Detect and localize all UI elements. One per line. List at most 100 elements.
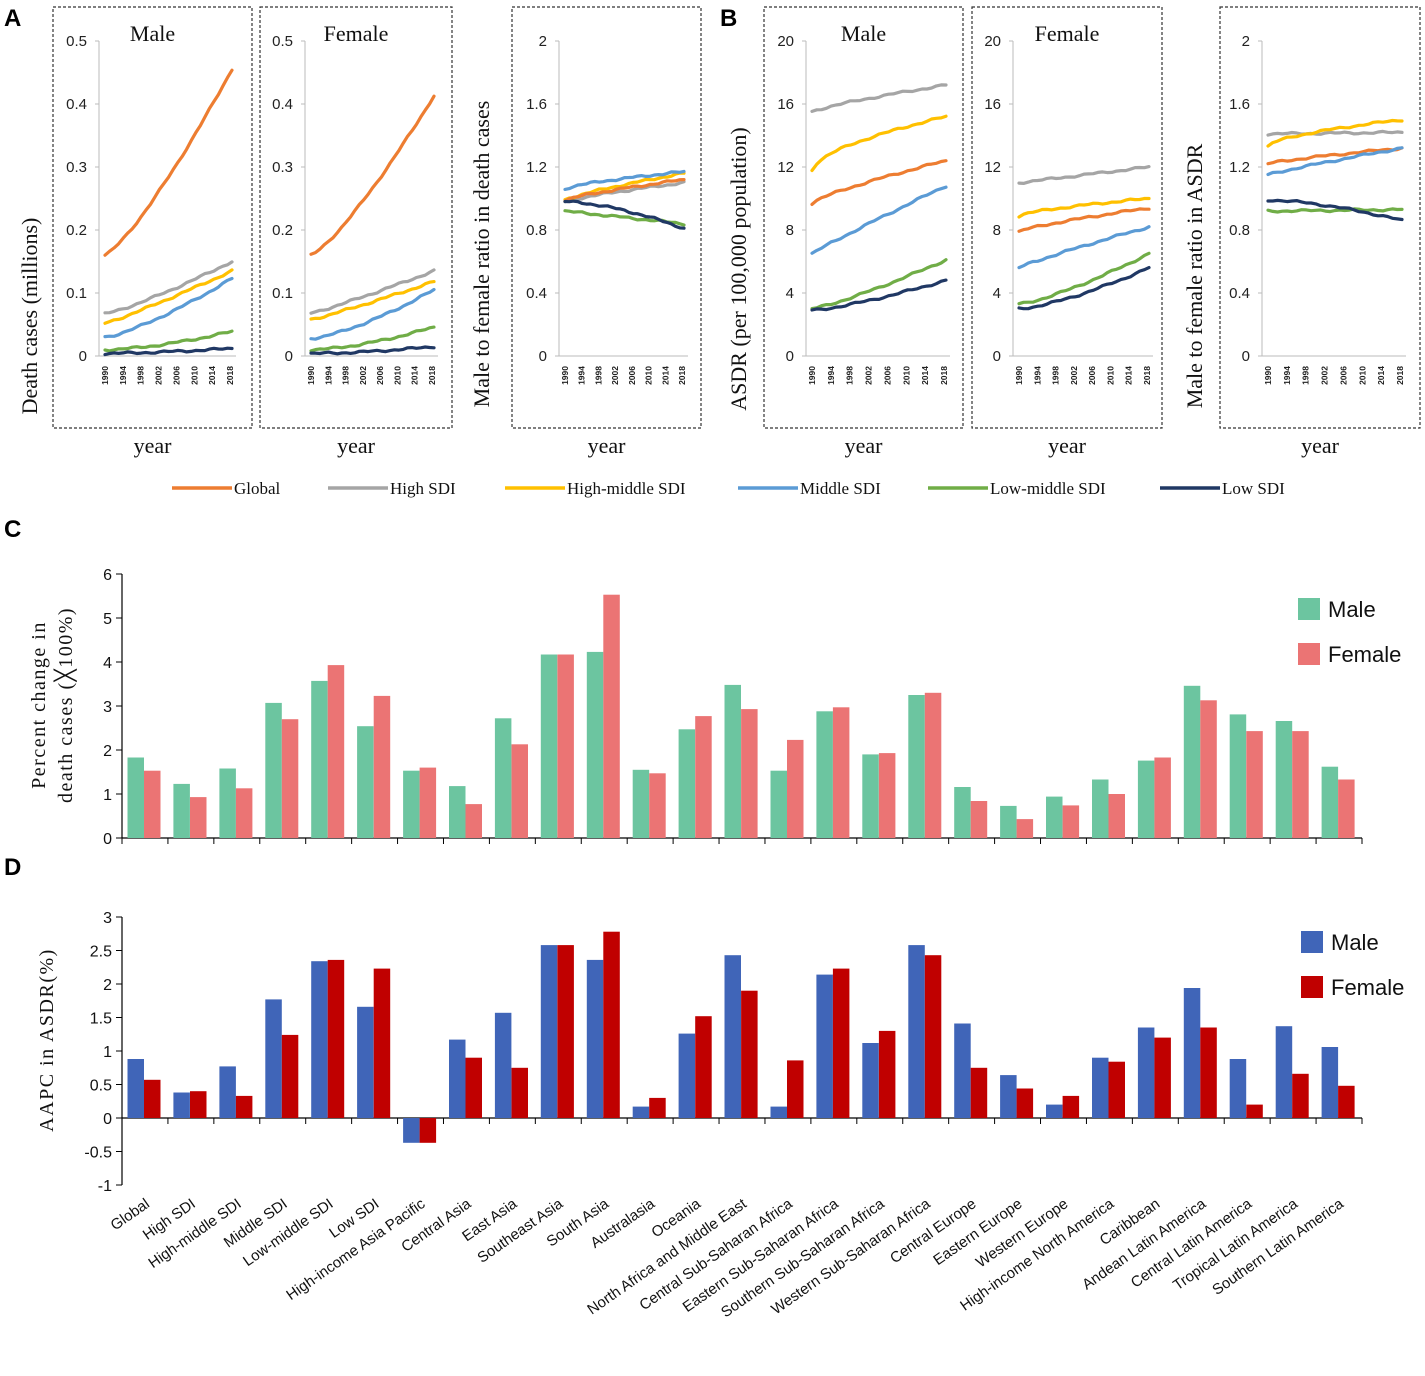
line-panel-B-female: 0 4 8 12 16 20 1990 1994 1998 2002 2006 2010 2014 201… — [971, 6, 1163, 458]
bar-female-high-income-asia-pacific — [419, 767, 437, 838]
panel-label-c: C — [4, 516, 21, 543]
legend-label: High SDI — [390, 479, 456, 498]
bar-male-eastern-europe — [1000, 1075, 1017, 1118]
bar-female-north-africa-and-middle-east — [741, 990, 758, 1118]
bar-female-low-sdi — [373, 968, 391, 1118]
series-line-middle-sdi — [1266, 146, 1404, 177]
series-line-global — [309, 94, 436, 256]
bar-male-east-asia — [494, 718, 512, 838]
bar-male-global — [127, 757, 144, 838]
bar-female-central-latin-america — [1246, 731, 1263, 838]
bar-female-global — [144, 1079, 161, 1118]
bar-female-central-asia — [465, 1057, 482, 1118]
legend-label: Male — [1328, 597, 1376, 622]
bar-male-eastern-europe — [1000, 805, 1017, 838]
series-line-high-sdi — [810, 83, 948, 114]
series-line-middle-sdi — [563, 169, 686, 191]
x-tick-label: 2018 — [1395, 366, 1405, 385]
x-tick-label: 1998 — [845, 366, 855, 385]
x-tick-label: 1990 — [807, 366, 817, 385]
bar-male-southern-sub-saharan-africa — [862, 1043, 879, 1118]
x-tick-label: 2018 — [677, 366, 687, 385]
x-tick-label: 2002 — [1069, 366, 1079, 385]
bar-chart-d: -1-0.500.511.522.53MaleFemaleGlobalHigh … — [84, 910, 1404, 1321]
x-tick-label: 1990 — [1014, 366, 1024, 385]
bar-female-andean-latin-america — [1200, 700, 1217, 838]
legend-label: Low-middle SDI — [990, 479, 1106, 498]
x-tick-label: 2018 — [225, 366, 235, 385]
series-line-low-sdi — [1017, 266, 1151, 311]
bar-male-central-sub-saharan-africa — [770, 1106, 787, 1118]
x-tick-label: 2014 — [1124, 366, 1134, 385]
bar-male-low-middle-sdi — [311, 680, 328, 838]
y-tick-label: 0.3 — [66, 159, 87, 176]
legend-label: Female — [1331, 975, 1404, 1000]
x-tick-label: 1994 — [1032, 366, 1042, 385]
series-line-low-sdi — [309, 345, 436, 356]
bar-female-oceania — [695, 716, 712, 838]
y-tick-label: 2 — [1242, 33, 1250, 50]
y-tick-label: 3 — [103, 910, 112, 927]
bar-female-low-middle-sdi — [327, 665, 345, 838]
c-ylabel-line1: Percent change in — [28, 621, 50, 789]
x-tick-label: 2014 — [1376, 366, 1386, 385]
bar-male-middle-sdi — [265, 702, 282, 838]
x-tick-label: 2014 — [207, 366, 217, 385]
series-line-low-sdi — [563, 199, 686, 230]
y-tick-label: 0 — [786, 348, 794, 365]
bar-male-high-income-north-america — [1092, 1057, 1109, 1118]
x-tick-label: 2018 — [939, 366, 949, 385]
series-line-high-middle-sdi — [810, 114, 948, 173]
y-tick-label: 16 — [777, 96, 794, 113]
y-tick-label: 0 — [993, 348, 1001, 365]
y-tick-label: 0.4 — [272, 96, 293, 113]
panel-title: Male — [130, 21, 175, 46]
x-tick-label: 2006 — [171, 366, 181, 385]
y-tick-label: 0.3 — [272, 159, 293, 176]
series-line-high-middle-sdi — [103, 268, 234, 325]
x-tick-label: 2014 — [920, 366, 930, 385]
bar-male-north-africa-and-middle-east — [724, 684, 741, 838]
panel-frame — [259, 6, 453, 429]
y-tick-label: 20 — [984, 33, 1001, 50]
bar-male-high-income-asia-pacific — [403, 770, 420, 838]
bar-male-low-sdi — [357, 1006, 374, 1118]
x-tick-label: 1998 — [1301, 366, 1311, 385]
bar-female-low-sdi — [373, 695, 391, 838]
bar-female-eastern-sub-saharan-africa — [832, 968, 850, 1118]
bar-female-high-income-asia-pacific — [419, 1118, 437, 1143]
y-tick-label: 0 — [103, 1111, 112, 1128]
series-line-high-sdi — [103, 260, 234, 315]
x-tick-label: 2006 — [1338, 366, 1348, 385]
legend-label: Global — [234, 479, 281, 498]
x-tick-label: 1994 — [118, 366, 128, 385]
line-panel-A-female: 0 0.1 0.2 0.3 0.4 0.5 1990 1994 1998 2002 2006 2010… — [259, 6, 453, 458]
y-tick-label: 1.6 — [1229, 96, 1250, 113]
bar-female-high-sdi — [190, 1091, 207, 1118]
x-tick-label: 1994 — [1282, 366, 1292, 385]
x-axis-label: year — [845, 433, 884, 458]
bar-male-southeast-asia — [540, 654, 558, 838]
y-tick-label: 0.4 — [526, 285, 547, 302]
series-line-middle-sdi — [1017, 225, 1151, 270]
bar-female-eastern-sub-saharan-africa — [832, 707, 850, 838]
bar-male-high-sdi — [173, 783, 190, 838]
series-line-global — [1017, 207, 1151, 233]
bar-female-south-asia — [603, 931, 620, 1118]
x-tick-label: 2010 — [644, 366, 654, 385]
legend-label: Female — [1328, 642, 1401, 667]
bar-female-australasia — [649, 1097, 666, 1118]
x-tick-label: 2002 — [358, 366, 368, 385]
bar-male-southern-latin-america — [1321, 1047, 1339, 1118]
y-tick-label: 12 — [984, 159, 1001, 176]
panel-title: Female — [1035, 21, 1100, 46]
y-tick-label: 20 — [777, 33, 794, 50]
bar-male-eastern-sub-saharan-africa — [816, 974, 833, 1118]
bar-male-andean-latin-america — [1183, 685, 1201, 838]
bar-male-western-europe — [1046, 796, 1063, 838]
bar-female-southern-latin-america — [1338, 779, 1355, 838]
series-line-low-middle-sdi — [309, 325, 436, 353]
x-axis-label: year — [134, 433, 173, 458]
y-tick-label: 0 — [285, 348, 293, 365]
y-tick-label: 2 — [103, 977, 112, 994]
